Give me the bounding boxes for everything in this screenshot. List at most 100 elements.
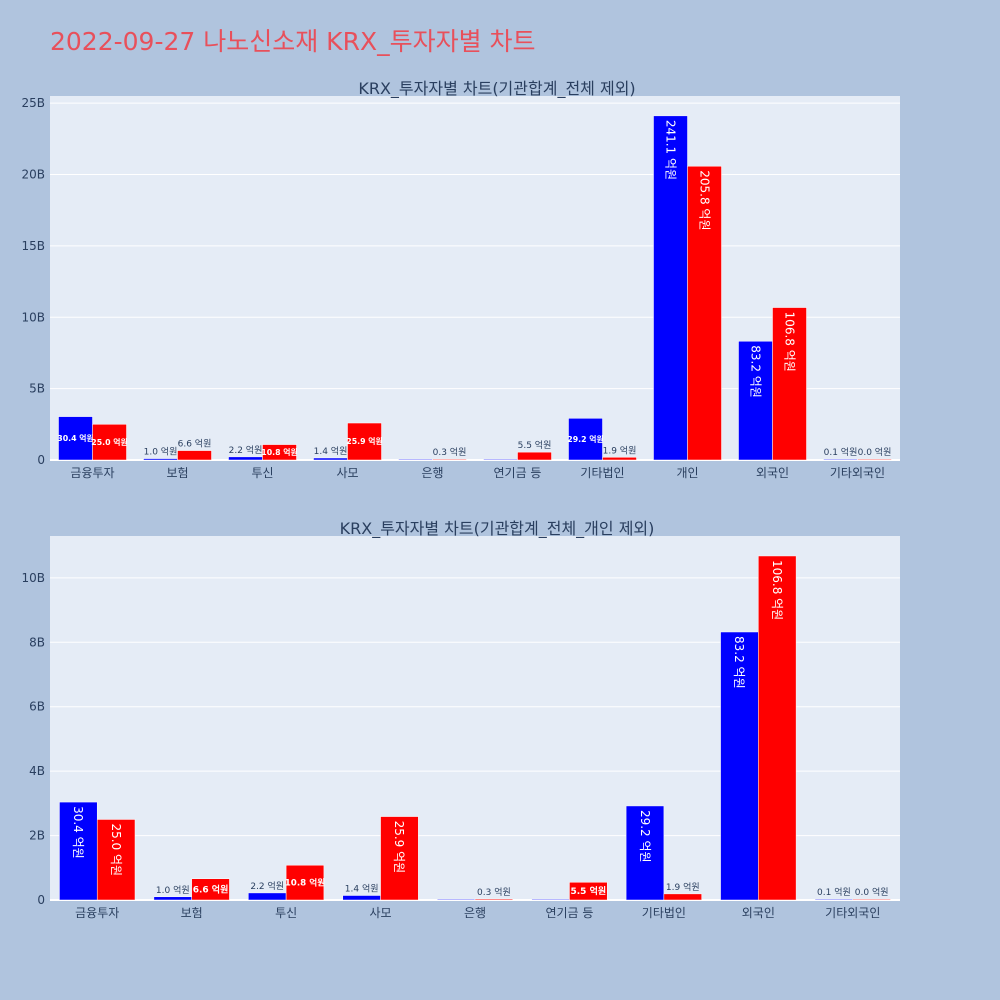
y-tick-label: 10B: [21, 310, 45, 324]
data-label: 5.5 억원: [518, 439, 552, 451]
bar: [380, 816, 419, 901]
data-label: 29.2 억원: [567, 434, 603, 444]
bar: [857, 458, 892, 461]
bar: [814, 898, 854, 901]
data-label: 0.1 억원: [824, 446, 858, 458]
bar: [474, 898, 514, 901]
data-label: 25.9 억원: [346, 436, 382, 446]
bar: [153, 896, 192, 901]
x-tick-label: 연기금 등: [494, 466, 542, 480]
chart-title: KRX_투자자별 차트(기관합계_전체_개인 제외): [340, 519, 655, 539]
x-tick-label: 기타외국인: [825, 906, 880, 920]
bar: [248, 892, 287, 901]
y-tick-label: 10B: [21, 571, 45, 585]
chart-top: KRX_투자자별 차트(기관합계_전체 제외) 0 5B 10B 15B 20B 25B 금융…: [21, 79, 900, 480]
bar: [687, 165, 722, 461]
bar: [177, 450, 212, 461]
x-tick-label: 금융투자: [75, 906, 119, 920]
bar: [191, 878, 230, 901]
data-label: 1.0 억원: [156, 884, 190, 896]
x-tick-label: 보험: [166, 466, 188, 480]
bar: [59, 801, 98, 901]
y-tick-label: 5B: [29, 382, 45, 396]
data-label: 0.3 억원: [477, 886, 511, 898]
x-tick-label: 은행: [421, 465, 443, 480]
y-tick-label: 15B: [21, 239, 45, 253]
bar: [720, 631, 759, 901]
x-tick-label: 기타외국인: [830, 466, 885, 480]
data-label: 6.6 억원: [193, 883, 229, 895]
bar: [758, 555, 797, 901]
bar: [58, 416, 93, 461]
bar: [823, 458, 858, 461]
bar: [398, 458, 433, 461]
x-tick-label: 연기금 등: [545, 906, 593, 920]
data-label: 0.0 억원: [855, 886, 889, 898]
data-label: 6.6 억원: [178, 438, 212, 450]
data-label: 106.8 억원: [770, 560, 784, 620]
data-label: 0.1 억원: [817, 886, 851, 898]
bar: [852, 898, 891, 901]
y-tick-label: 2B: [29, 829, 45, 843]
bar: [569, 882, 608, 901]
data-label: 0.3 억원: [433, 446, 467, 458]
data-label: 10.8 억원: [285, 877, 325, 889]
x-tick-label: 외국인: [756, 466, 789, 480]
bar: [285, 864, 325, 901]
data-label: 5.5 억원: [571, 885, 607, 897]
data-label: 25.9 억원: [392, 821, 406, 874]
bar: [517, 451, 552, 461]
bar: [228, 456, 263, 461]
y-tick-label: 0: [37, 893, 45, 907]
data-label: 29.2 억원: [638, 810, 652, 863]
y-tick-label: 25B: [21, 96, 45, 110]
data-label: 30.4 억원: [57, 433, 93, 443]
y-tick-label: 20B: [21, 168, 45, 182]
y-tick-label: 0: [37, 453, 45, 467]
data-label: 1.4 억원: [345, 882, 379, 894]
data-label: 1.4 억원: [314, 445, 348, 457]
x-tick-label: 사모: [370, 906, 392, 920]
x-tick-label: 보험: [181, 906, 203, 920]
data-label: 2.2 억원: [229, 444, 263, 456]
data-label: 0.0 억원: [858, 446, 892, 458]
data-label: 2.2 억원: [250, 880, 284, 892]
x-tick-label: 투신: [251, 466, 273, 480]
chart-bottom: KRX_투자자별 차트(기관합계_전체_개인 제외) 0 2B 4B 6B 8B 10B 금융…: [21, 519, 900, 920]
x-tick-label: 은행: [464, 905, 486, 920]
bar: [262, 444, 297, 461]
chart-title: KRX_투자자별 차트(기관합계_전체 제외): [358, 79, 635, 99]
data-label: 83.2 억원: [748, 345, 762, 398]
bar: [96, 819, 136, 901]
x-tick-label: 기타법인: [642, 906, 686, 920]
y-tick-label: 4B: [29, 764, 45, 778]
data-label: 106.8 억원: [782, 312, 796, 372]
x-tick-label: 사모: [336, 466, 358, 480]
bar: [531, 898, 570, 901]
bar: [663, 893, 702, 901]
data-label: 1.0 억원: [144, 446, 178, 458]
bar: [143, 458, 178, 461]
data-label: 205.8 억원: [697, 170, 711, 230]
x-tick-label: 기타법인: [580, 466, 624, 480]
bar: [436, 898, 476, 901]
bar: [92, 424, 127, 461]
bar: [347, 422, 382, 461]
bar: [313, 457, 348, 461]
bar: [602, 457, 637, 461]
bar: [568, 418, 603, 461]
data-label: 10.8 억원: [261, 447, 297, 457]
data-label: 1.9 억원: [603, 444, 637, 456]
bar: [653, 115, 688, 461]
data-label: 83.2 억원: [732, 636, 746, 689]
x-tick-label: 개인: [676, 466, 698, 480]
data-label: 30.4 억원: [71, 806, 85, 859]
data-label: 25.0 억원: [91, 437, 127, 447]
bar: [738, 340, 773, 461]
bar: [342, 895, 381, 901]
y-tick-label: 8B: [29, 635, 45, 649]
bar: [772, 307, 807, 461]
bar: [432, 458, 467, 461]
data-label: 25.0 억원: [109, 823, 123, 876]
bar: [483, 458, 518, 461]
